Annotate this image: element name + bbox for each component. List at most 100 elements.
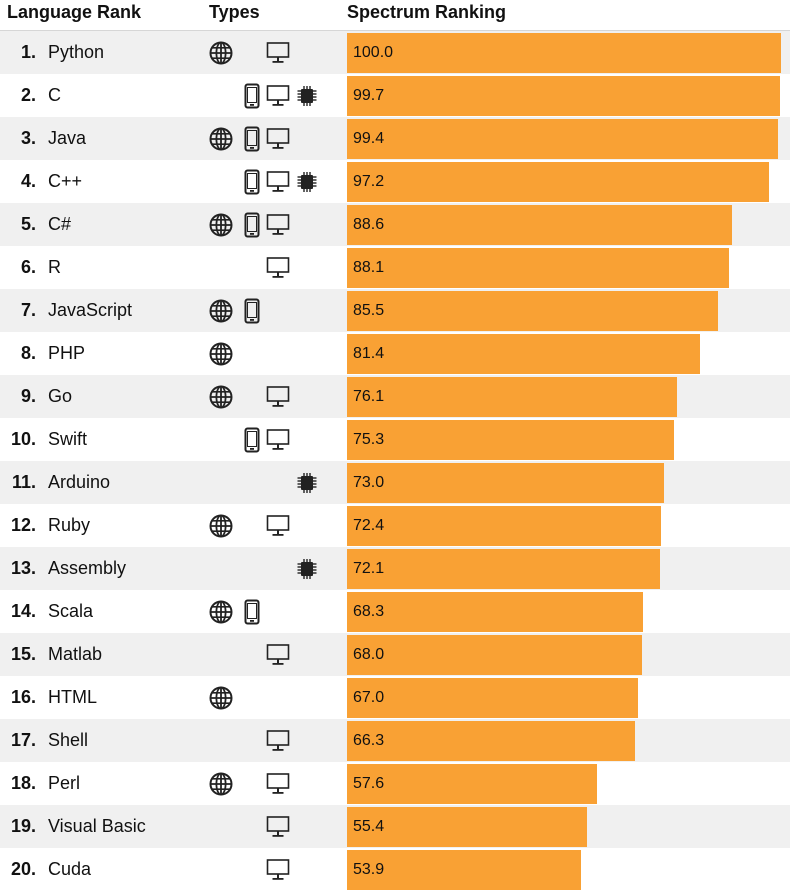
bar-track: 99.7 [347,76,781,116]
globe-icon [208,212,234,238]
category-label: Cuda [48,859,92,879]
data-label: 100.0 [353,44,394,61]
desktop-monitor-icon [265,642,291,668]
category-label: PHP [48,343,86,363]
category-label: Assembly [48,558,127,578]
desktop-monitor-icon [265,857,291,883]
rank-number: 5. [20,214,36,234]
data-label: 66.3 [353,732,385,749]
rank-number: 13. [10,558,36,578]
rank-number: 10. [10,429,36,449]
globe-icon [208,298,234,324]
mobile-phone-icon [239,298,265,324]
mobile-phone-icon [239,83,265,109]
bar [347,291,718,331]
bar [347,721,635,761]
table-row: 18. Perl 57.6 [0,762,790,805]
bar [347,506,661,546]
table-row: 13. Assembly 72.1 [0,547,790,590]
category-label: JavaScript [48,300,133,320]
bar [347,549,660,589]
data-label: 85.5 [353,302,385,319]
data-label: 68.3 [353,603,385,620]
rank-number: 4. [20,171,36,191]
rank-number: 16. [10,687,36,707]
globe-icon [208,599,234,625]
bar [347,678,638,718]
microchip-icon [294,83,320,109]
category-label: Java [48,128,87,148]
desktop-monitor-icon [265,384,291,410]
mobile-phone-icon [239,212,265,238]
category-label: C [48,85,61,105]
rank-number: 20. [10,859,36,879]
bar [347,592,643,632]
globe-icon [208,771,234,797]
bar-track: 55.4 [347,807,781,847]
microchip-icon [294,169,320,195]
bar [347,119,778,159]
desktop-monitor-icon [265,427,291,453]
bar-track: 81.4 [347,334,781,374]
rank-number: 8. [20,343,36,363]
table-row: 6. R 88.1 [0,246,790,289]
category-label: Visual Basic [48,816,146,836]
category-label: Ruby [48,515,91,535]
bar-track: 53.9 [347,850,781,890]
table-row: 17. Shell 66.3 [0,719,790,762]
rank-number: 6. [20,257,36,277]
header-spectrum-ranking: Spectrum Ranking [347,2,507,22]
desktop-monitor-icon [265,83,291,109]
globe-icon [208,126,234,152]
data-label: 97.2 [353,173,385,190]
table-row: 5. C# 88.6 [0,203,790,246]
data-label: 99.7 [353,87,385,104]
table-row: 11. Arduino 73.0 [0,461,790,504]
bar [347,420,674,460]
bar-track: 68.0 [347,635,781,675]
category-label: Shell [48,730,89,750]
rank-number: 18. [10,773,36,793]
data-label: 55.4 [353,818,385,835]
category-label: C++ [48,171,83,191]
bar [347,807,587,847]
table-row: 3. Java 99.4 [0,117,790,160]
rank-number: 1. [20,42,36,62]
rank-number: 3. [20,128,36,148]
bar [347,764,597,804]
data-label: 73.0 [353,474,385,491]
data-label: 76.1 [353,388,385,405]
data-label: 57.6 [353,775,385,792]
table-row: 9. Go 76.1 [0,375,790,418]
mobile-phone-icon [239,599,265,625]
bar-track: 57.6 [347,764,781,804]
desktop-monitor-icon [265,169,291,195]
table-row: 8. PHP 81.4 [0,332,790,375]
desktop-monitor-icon [265,771,291,797]
microchip-icon [294,556,320,582]
bar-track: 68.3 [347,592,781,632]
data-label: 67.0 [353,689,385,706]
table-row: 4. C++ 97.2 [0,160,790,203]
bar-track: 76.1 [347,377,781,417]
desktop-monitor-icon [265,814,291,840]
category-label: Matlab [48,644,103,664]
bar-track: 73.0 [347,463,781,503]
table-row: 14. Scala 68.3 [0,590,790,633]
desktop-monitor-icon [265,513,291,539]
bar [347,463,664,503]
bar-track: 75.3 [347,420,781,460]
table-header: Language Rank Types Spectrum Ranking [0,0,790,31]
bar-track: 66.3 [347,721,781,761]
desktop-monitor-icon [265,40,291,66]
globe-icon [208,40,234,66]
rank-number: 2. [20,85,36,105]
data-label: 68.0 [353,646,385,663]
globe-icon [208,513,234,539]
bar-track: 88.1 [347,248,781,288]
data-label: 72.1 [353,560,385,577]
table-row: 7. JavaScript 85.5 [0,289,790,332]
mobile-phone-icon [239,126,265,152]
category-label: C# [48,214,72,234]
bar-track: 72.4 [347,506,781,546]
